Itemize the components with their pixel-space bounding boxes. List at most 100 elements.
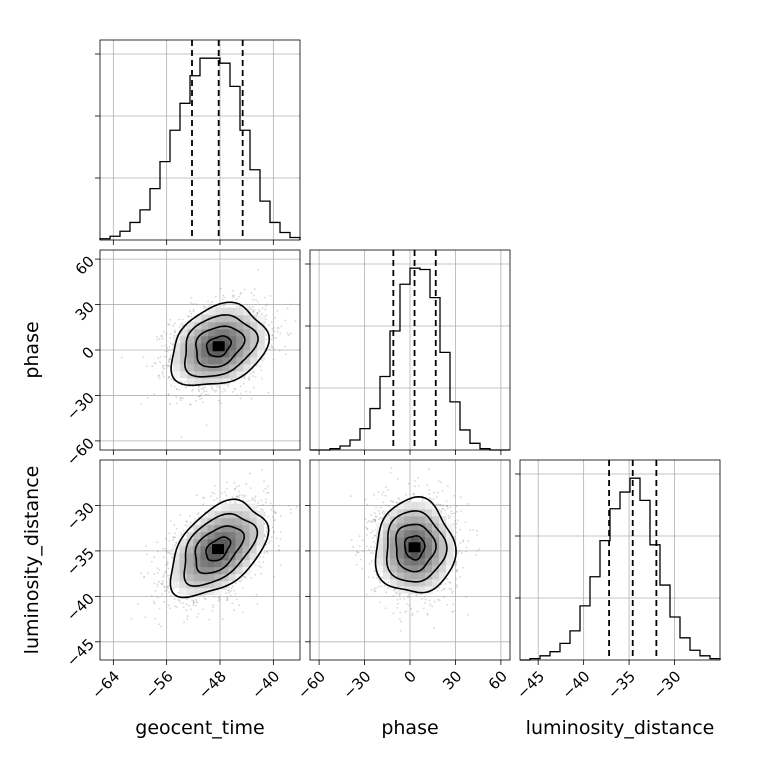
scatter-point	[212, 389, 215, 391]
density-cell	[194, 335, 202, 344]
scatter-point	[373, 534, 376, 537]
scatter-point	[168, 360, 170, 362]
scatter-point	[257, 268, 260, 271]
scatter-point	[195, 600, 198, 603]
scatter-point	[167, 585, 170, 588]
density-cell	[207, 552, 216, 561]
scatter-point	[260, 499, 263, 502]
scatter-point	[392, 594, 395, 597]
scatter-point	[181, 318, 184, 321]
density-cell	[173, 356, 181, 365]
scatter-point	[202, 387, 204, 389]
scatter-point	[156, 541, 159, 544]
density-cell	[229, 328, 237, 337]
scatter-point	[462, 540, 464, 543]
scatter-point	[250, 576, 253, 579]
density-cell	[256, 538, 265, 547]
contour-level-1	[205, 536, 232, 562]
scatter-point	[190, 608, 192, 611]
scatter-point	[218, 386, 221, 389]
density-cell	[235, 531, 244, 540]
density-cell	[236, 370, 244, 379]
joint-panel-geocent_time-luminosity_distance	[99, 459, 301, 661]
scatter-point	[250, 397, 253, 400]
scatter-point	[221, 298, 224, 301]
scatter-point	[154, 590, 157, 592]
density-cell	[214, 559, 223, 568]
scatter-point	[205, 390, 208, 392]
scatter-point	[158, 377, 161, 379]
scatter-point	[417, 485, 420, 487]
density-cell	[250, 342, 258, 351]
scatter-point	[153, 572, 156, 575]
density-cell	[256, 510, 265, 519]
density-cell	[207, 524, 216, 533]
scatter-point	[435, 496, 438, 498]
density-cell	[201, 342, 209, 351]
scatter-point	[170, 594, 173, 597]
scatter-point	[167, 377, 170, 379]
density-cell	[179, 587, 188, 596]
scatter-point	[289, 303, 292, 306]
density-cell	[222, 342, 230, 351]
scatter-point	[265, 318, 267, 321]
hist-panel-geocent_time	[95, 39, 301, 241]
density-cell	[194, 349, 202, 358]
scatter-point	[163, 376, 165, 378]
scatter-point	[223, 296, 226, 299]
scatter-point	[273, 530, 276, 532]
scatter-point	[162, 556, 165, 559]
scatter-point	[187, 598, 190, 600]
scatter-point	[286, 307, 289, 310]
scatter-point	[234, 592, 237, 595]
scatter-point	[161, 582, 164, 585]
scatter-point	[158, 623, 160, 626]
scatter-point	[158, 580, 160, 583]
scatter-point	[202, 608, 204, 611]
scatter-point	[168, 591, 170, 593]
scatter-point	[223, 387, 225, 390]
scatter-point	[288, 505, 290, 507]
scatter-point	[273, 576, 275, 578]
scatter-point	[222, 618, 224, 621]
scatter-point	[222, 294, 225, 297]
scatter-point	[164, 344, 167, 347]
scatter-point	[160, 345, 163, 347]
scatter-point	[140, 572, 142, 575]
density-cell	[249, 503, 258, 512]
scatter-point	[280, 325, 283, 328]
density-cell	[194, 342, 202, 351]
scatter-point	[269, 502, 272, 505]
density-cell	[173, 370, 181, 379]
scatter-point	[180, 532, 183, 535]
scatter-point	[208, 618, 211, 621]
density-cell	[208, 356, 216, 365]
scatter-point	[171, 343, 174, 346]
density-cell	[257, 314, 265, 323]
scatter-point	[166, 586, 169, 588]
density-cell	[243, 335, 251, 344]
density-cell	[172, 552, 181, 561]
scatter-point	[213, 596, 216, 598]
scatter-point	[256, 312, 259, 315]
scatter-point	[168, 540, 171, 542]
scatter-point	[170, 378, 173, 381]
scatter-point	[265, 338, 268, 341]
hist-panel-luminosity_distance	[515, 459, 721, 661]
scatter-point	[228, 589, 231, 592]
scatter-point	[164, 590, 166, 592]
scatter-point	[270, 346, 273, 348]
scatter-point	[234, 388, 237, 391]
scatter-point	[218, 598, 221, 601]
scatter-point	[211, 386, 214, 389]
scatter-point	[248, 499, 251, 502]
scatter-point	[226, 596, 229, 599]
scatter-point	[262, 561, 265, 563]
scatter-point	[240, 292, 243, 294]
scatter-point	[257, 301, 259, 303]
scatter-point	[270, 536, 273, 539]
joint-content	[100, 250, 300, 450]
scatter-point	[211, 387, 213, 390]
scatter-point	[183, 529, 185, 532]
scatter-point	[192, 599, 195, 602]
